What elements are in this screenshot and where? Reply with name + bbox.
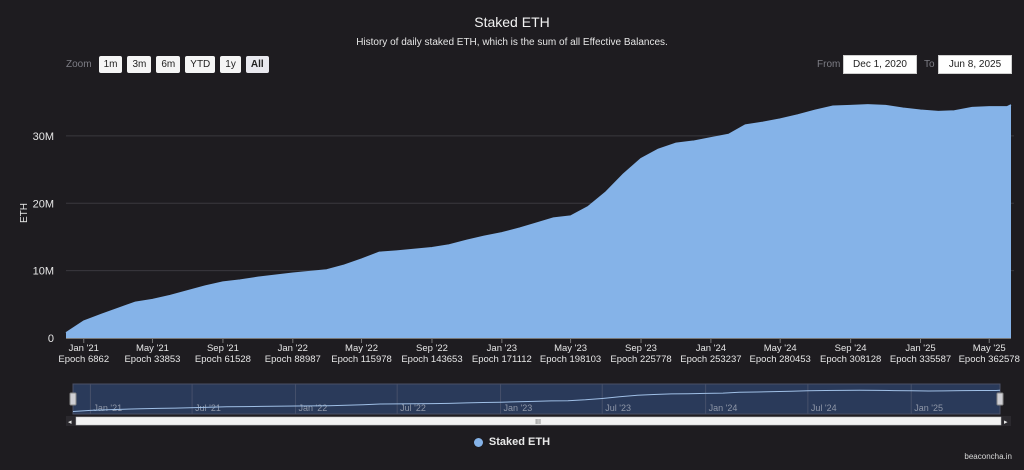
x-tick-label: Jan '21 xyxy=(69,343,99,354)
series-area-staked-eth xyxy=(66,104,1011,339)
y-tick-label: 20M xyxy=(33,198,54,210)
x-tick-label: May '22 xyxy=(345,343,378,354)
y-axis-title: ETH xyxy=(19,203,30,223)
x-tick-label: Sep '24 xyxy=(835,343,867,354)
credit-text: beaconcha.in xyxy=(964,452,1012,461)
from-label: From xyxy=(817,59,841,70)
from-date-input[interactable]: Dec 1, 2020 xyxy=(843,55,917,74)
navigator-series-line xyxy=(72,389,1001,412)
chart-title: Staked ETH xyxy=(474,14,550,30)
scroll-left-arrow[interactable]: ◂ xyxy=(68,419,72,426)
x-tick-epoch-label: Epoch 198103 xyxy=(540,354,601,365)
y-tick-label: 0 xyxy=(48,333,54,345)
navigator-window xyxy=(72,383,1001,415)
x-tick-epoch-label: Epoch 61528 xyxy=(195,354,251,365)
legend[interactable]: Staked ETH xyxy=(0,436,1024,448)
navigator-tick-label: Jul '22 xyxy=(400,403,426,413)
navigator-tick-label: Jul '21 xyxy=(195,403,221,413)
x-tick-label: Jan '22 xyxy=(278,343,308,354)
x-tick-epoch-label: Epoch 308128 xyxy=(820,354,881,365)
x-tick-label: Jan '23 xyxy=(487,343,517,354)
x-tick-epoch-label: Epoch 143653 xyxy=(401,354,462,365)
zoom-all-button[interactable]: All xyxy=(245,55,269,73)
navigator-tick-label: Jan '25 xyxy=(914,403,943,413)
navigator-tick-label: Jan '22 xyxy=(298,403,327,413)
x-tick-epoch-label: Epoch 115978 xyxy=(331,354,392,365)
x-tick-label: Jan '25 xyxy=(905,343,935,354)
zoom-ytd-button[interactable]: YTD xyxy=(185,55,216,73)
x-tick-epoch-label: Epoch 362578 xyxy=(959,354,1020,365)
y-tick-label: 10M xyxy=(33,266,54,278)
x-tick-epoch-label: Epoch 225778 xyxy=(610,354,671,365)
to-label: To xyxy=(924,59,935,70)
x-tick-epoch-label: Epoch 280453 xyxy=(750,354,811,365)
x-tick-epoch-label: Epoch 33853 xyxy=(124,354,180,365)
legend-marker xyxy=(473,437,483,447)
zoom-1m-button[interactable]: 1m xyxy=(98,55,123,73)
zoom-6m-button[interactable]: 6m xyxy=(156,55,181,73)
x-tick-label: May '24 xyxy=(764,343,797,354)
x-tick-label: May '21 xyxy=(136,343,169,354)
zoom-label: Zoom xyxy=(66,58,92,70)
y-tick-label: 30M xyxy=(33,131,54,143)
scrollbar-thumb[interactable] xyxy=(75,416,1002,426)
x-tick-label: Sep '23 xyxy=(625,343,657,354)
plot-area xyxy=(65,104,1012,339)
x-tick-label: Sep '22 xyxy=(416,343,448,354)
navigator-tick-label: Jan '23 xyxy=(504,403,533,413)
x-tick-label: Sep '21 xyxy=(207,343,239,354)
zoom-3m-button[interactable]: 3m xyxy=(127,55,152,73)
navigator-tick-label: Jan '21 xyxy=(93,403,122,413)
x-tick-label: May '23 xyxy=(554,343,587,354)
scroll-right-arrow[interactable]: ▸ xyxy=(1004,419,1008,426)
y-axis: 0 10M 20M 30M xyxy=(33,131,54,345)
x-tick-epoch-label: Epoch 335587 xyxy=(890,354,951,365)
x-tick-epoch-label: Epoch 253237 xyxy=(680,354,741,365)
navigator-tick-label: Jul '24 xyxy=(811,403,837,413)
navigator-tick-label: Jul '23 xyxy=(605,403,631,413)
x-tick-label: Jan '24 xyxy=(696,343,726,354)
zoom-1y-button[interactable]: 1y xyxy=(220,55,241,73)
legend-label: Staked ETH xyxy=(488,436,551,448)
zoom-controls: Zoom 1m 3m 6m YTD 1y All xyxy=(66,55,269,73)
x-tick-label: May '25 xyxy=(973,343,1006,354)
x-tick-epoch-label: Epoch 171112 xyxy=(472,354,532,365)
navigator-handle[interactable] xyxy=(69,392,77,406)
x-tick-epoch-label: Epoch 6862 xyxy=(58,354,109,365)
navigator: Jan '21 Jul '21 Jan '22 Jul '22 Jan '23 Jul '… xyxy=(66,383,1011,426)
scrollbar-grip-icon: III xyxy=(535,419,541,426)
series-line-staked-eth xyxy=(65,104,1012,334)
to-date-input[interactable]: Jun 8, 2025 xyxy=(938,55,1012,74)
navigator-handle[interactable] xyxy=(996,392,1004,406)
navigator-tick-label: Jan '24 xyxy=(709,403,738,413)
chart-subtitle: History of daily staked ETH, which is th… xyxy=(356,37,668,48)
x-tick-epoch-label: Epoch 88987 xyxy=(265,354,321,365)
